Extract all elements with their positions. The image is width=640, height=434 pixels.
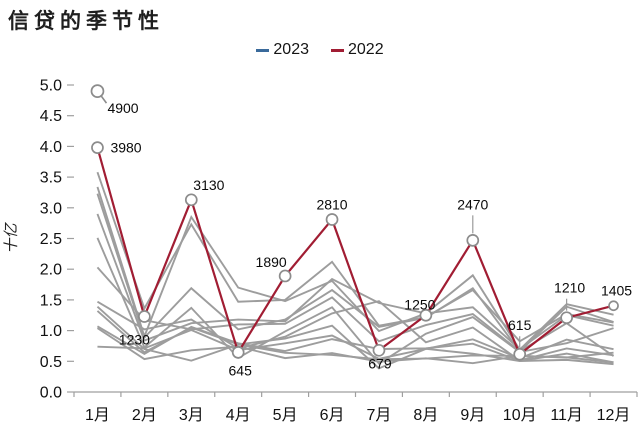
y-tick-label-3.5: 3.5 [40, 170, 62, 187]
y-tick-label-4.5: 4.5 [40, 108, 62, 125]
data-label-1890: 1890 [256, 254, 287, 270]
marker-2022-10月 [513, 347, 527, 361]
x-tick-label-2月: 2月 [132, 407, 157, 424]
legend-label-2023: 2023 [273, 41, 309, 58]
history-year-line [96, 237, 614, 365]
x-tick-label-6月: 6月 [320, 407, 345, 424]
marker-2022-4月 [231, 346, 245, 359]
marker-2022-9月 [466, 233, 480, 247]
y-tick-label-0.5: 0.5 [40, 354, 62, 371]
x-tick-label-4月: 4月 [226, 407, 251, 424]
history-year-line [96, 310, 614, 370]
data-label-679: 679 [368, 355, 392, 371]
x-tick-label-5月: 5月 [273, 407, 298, 424]
data-label-4900: 4900 [107, 100, 138, 116]
history-year-line [96, 213, 614, 351]
data-label-615: 615 [508, 317, 532, 333]
data-label-1230: 1230 [119, 331, 150, 347]
data-label-1210: 1210 [554, 280, 585, 296]
x-tick-label-7月: 7月 [367, 407, 392, 424]
data-label-1250: 1250 [404, 296, 435, 312]
marker-2022-6月 [325, 213, 339, 226]
y-tick-label-5.0: 5.0 [40, 78, 62, 95]
legend-swatch-2023 [256, 48, 270, 52]
marker-2022-1月 [91, 141, 104, 154]
y-tick-label-1.0: 1.0 [40, 323, 62, 340]
marker-2022-2月 [138, 310, 151, 323]
y-tick-label-2.0: 2.0 [40, 262, 62, 279]
data-label-3980: 3980 [110, 140, 141, 156]
series-2022-line [96, 147, 614, 356]
y-tick-label-3.0: 3.0 [40, 200, 62, 217]
history-year-line [96, 193, 614, 353]
x-tick-label-3月: 3月 [179, 407, 204, 424]
x-tick-label-1月: 1月 [85, 407, 110, 424]
x-tick-label-11月: 11月 [550, 407, 583, 424]
legend: 2023 2022 [0, 41, 640, 59]
marker-2022-8月 [419, 308, 433, 322]
marker-2022-7月 [372, 343, 386, 357]
legend-label-2022: 2022 [348, 41, 384, 58]
legend-swatch-2022 [331, 48, 344, 52]
leader-4900 [100, 95, 108, 104]
y-tick-label-4.0: 4.0 [40, 139, 62, 156]
marker-2022-3月 [184, 193, 198, 207]
y-tick-label-1.5: 1.5 [40, 292, 62, 309]
marker-2022-5月 [278, 269, 292, 283]
y-tick-label-2.5: 2.5 [40, 231, 62, 248]
legend-item-2022: 2022 [331, 41, 384, 59]
x-tick-label-9月: 9月 [460, 407, 485, 424]
y-axis-title: 十亿 [3, 222, 20, 254]
history-year-line [96, 171, 614, 343]
data-label-1405: 1405 [601, 283, 632, 299]
marker-2022-11月 [560, 311, 573, 325]
data-label-2810: 2810 [316, 196, 347, 212]
x-tick-label-10月: 10月 [503, 407, 537, 424]
x-tick-label-8月: 8月 [413, 407, 438, 424]
x-tick-label-12月: 12月 [597, 407, 631, 424]
history-year-line [96, 266, 615, 357]
data-label-3130: 3130 [193, 177, 224, 193]
data-label-2470: 2470 [457, 196, 488, 212]
y-tick-label-0.0: 0.0 [40, 385, 62, 402]
data-label-645: 645 [229, 362, 253, 378]
marker-2022-12月 [608, 300, 619, 312]
chart-title: 信贷的季节性 [8, 9, 164, 33]
legend-item-2023: 2023 [256, 41, 309, 59]
marker-2023-1月 [90, 84, 105, 98]
